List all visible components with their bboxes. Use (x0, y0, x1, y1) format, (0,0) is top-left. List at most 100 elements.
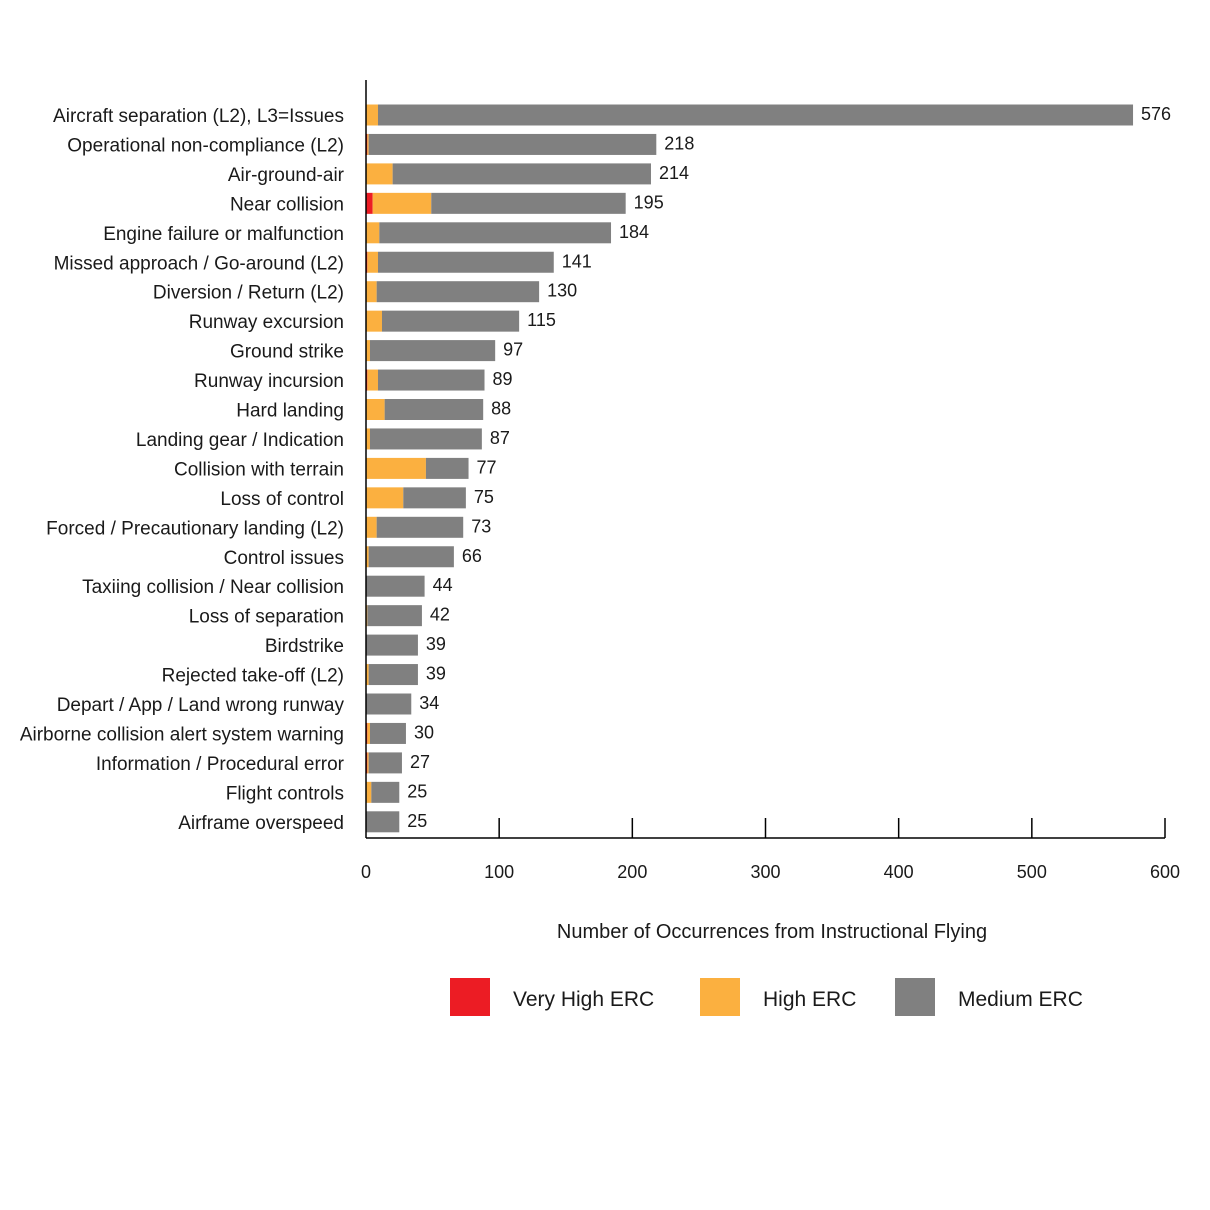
value-label: 73 (471, 516, 491, 536)
bar-high-erc-aircraft-separation-l2-l3-issues (366, 104, 378, 126)
x-axis-title: Number of Occurrences from Instructional… (557, 921, 987, 943)
legend-swatch-high-erc (700, 978, 740, 1016)
bar-medium-erc-airframe-overspeed (366, 811, 400, 833)
bar-medium-erc-rejected-take-off-l2 (368, 664, 418, 686)
category-label: Depart / App / Land wrong runway (57, 695, 345, 716)
category-label: Collision with terrain (174, 459, 344, 480)
legend: Very High ERC High ERC Medium ERC (450, 978, 1083, 1016)
bar-high-erc-information-procedural-error (367, 752, 369, 774)
value-label: 195 (634, 192, 664, 212)
bar-high-erc-missed-approach-go-around-l2 (367, 251, 378, 273)
bar-medium-erc-hard-landing (384, 399, 484, 420)
bar-high-erc-air-ground-air (366, 163, 393, 185)
legend-label-medium-erc: Medium ERC (958, 988, 1083, 1011)
value-label: 89 (493, 369, 513, 389)
category-label: Runway excursion (189, 312, 344, 333)
value-label: 97 (503, 340, 523, 360)
category-labels-group: Aircraft separation (L2), L3=Issues Opera… (20, 106, 345, 834)
x-tick-label: 200 (617, 862, 647, 882)
category-label: Control issues (224, 548, 344, 569)
bar-high-erc-ground-strike (366, 340, 370, 362)
category-label: Loss of control (220, 489, 344, 510)
value-label: 42 (430, 605, 450, 625)
bar-high-erc-runway-excursion (366, 310, 382, 332)
category-label: Ground strike (230, 342, 344, 363)
value-label: 184 (619, 222, 649, 242)
bar-medium-erc-landing-gear-indication (369, 428, 482, 450)
value-label: 88 (491, 399, 511, 419)
value-label: 77 (477, 457, 497, 477)
bar-medium-erc-runway-excursion (381, 310, 520, 332)
category-label: Operational non-compliance (L2) (67, 135, 344, 156)
bar-high-erc-hard-landing (366, 399, 385, 420)
bar-medium-erc-birdstrike (366, 634, 418, 656)
value-label: 25 (407, 781, 427, 801)
bar-high-erc-engine-failure-or-malfunction (366, 222, 380, 244)
category-label: Rejected take-off (L2) (162, 666, 344, 687)
x-ticks-group: 0 100 200 300 400 500 600 (361, 818, 1180, 882)
value-label: 87 (490, 428, 510, 448)
bar-medium-erc-runway-incursion (377, 369, 485, 391)
value-label: 39 (426, 634, 446, 654)
bar-medium-erc-depart-app-land-wrong-runway (366, 693, 412, 715)
bar-high-erc-control-issues (366, 546, 369, 568)
legend-swatch-medium-erc (895, 978, 935, 1016)
bar-medium-erc-loss-of-separation (367, 605, 422, 627)
legend-swatch-very-high-erc (450, 978, 490, 1016)
category-label: Air-ground-air (228, 165, 345, 186)
category-label: Airframe overspeed (178, 813, 344, 834)
value-label: 218 (664, 133, 694, 153)
value-label: 44 (433, 575, 453, 595)
bar-medium-erc-operational-non-compliance-l2 (368, 133, 657, 155)
category-label: Near collision (230, 194, 344, 215)
bar-high-erc-flight-controls (366, 781, 372, 803)
category-label: Diversion / Return (L2) (153, 283, 344, 304)
bar-high-erc-diversion-return-l2 (366, 281, 377, 303)
bar-medium-erc-information-procedural-error (368, 752, 402, 774)
value-label: 576 (1141, 104, 1171, 124)
x-tick-label: 100 (484, 862, 514, 882)
category-label: Flight controls (226, 783, 344, 804)
bar-medium-erc-near-collision (431, 192, 626, 214)
category-label: Loss of separation (189, 607, 344, 628)
bar-medium-erc-airborne-collision-alert-system-warning (369, 722, 406, 744)
value-label: 130 (547, 281, 577, 301)
value-label: 141 (562, 251, 592, 271)
category-label: Runway incursion (194, 371, 344, 392)
bar-medium-erc-missed-approach-go-around-l2 (377, 251, 554, 273)
value-label: 30 (414, 722, 434, 742)
bar-high-erc-rejected-take-off-l2 (366, 664, 369, 686)
value-label: 75 (474, 487, 494, 507)
x-tick-label: 400 (884, 862, 914, 882)
bar-medium-erc-flight-controls (371, 781, 400, 803)
bar-high-erc-operational-non-compliance-l2 (367, 133, 369, 155)
bar-high-erc-runway-incursion (367, 369, 378, 391)
x-tick-label: 0 (361, 862, 371, 882)
value-label: 27 (410, 752, 430, 772)
bar-medium-erc-ground-strike (369, 340, 496, 362)
bar-medium-erc-control-issues (368, 546, 454, 568)
category-label: Airborne collision alert system warning (20, 724, 344, 745)
bar-medium-erc-aircraft-separation-l2-l3-issues (377, 104, 1134, 126)
bar-high-erc-forced-precautionary-landing-l2 (366, 516, 377, 538)
category-label: Information / Procedural error (96, 754, 345, 775)
legend-label-very-high-erc: Very High ERC (513, 988, 654, 1011)
category-label: Forced / Precautionary landing (L2) (46, 518, 344, 539)
category-label: Taxiing collision / Near collision (82, 577, 344, 598)
bar-high-erc-landing-gear-indication (366, 428, 370, 450)
x-tick-label: 300 (750, 862, 780, 882)
bar-high-erc-near-collision (372, 192, 432, 214)
value-label: 115 (527, 310, 556, 330)
category-label: Engine failure or malfunction (103, 224, 344, 245)
bar-medium-erc-engine-failure-or-malfunction (379, 222, 612, 244)
x-tick-label: 600 (1150, 862, 1180, 882)
value-label: 34 (419, 693, 439, 713)
category-label: Birdstrike (265, 636, 344, 657)
bar-medium-erc-forced-precautionary-landing-l2 (376, 516, 464, 538)
category-label: Hard landing (236, 401, 344, 422)
category-label: Aircraft separation (L2), L3=Issues (53, 106, 344, 127)
value-label: 66 (462, 546, 482, 566)
value-label: 214 (659, 163, 689, 183)
